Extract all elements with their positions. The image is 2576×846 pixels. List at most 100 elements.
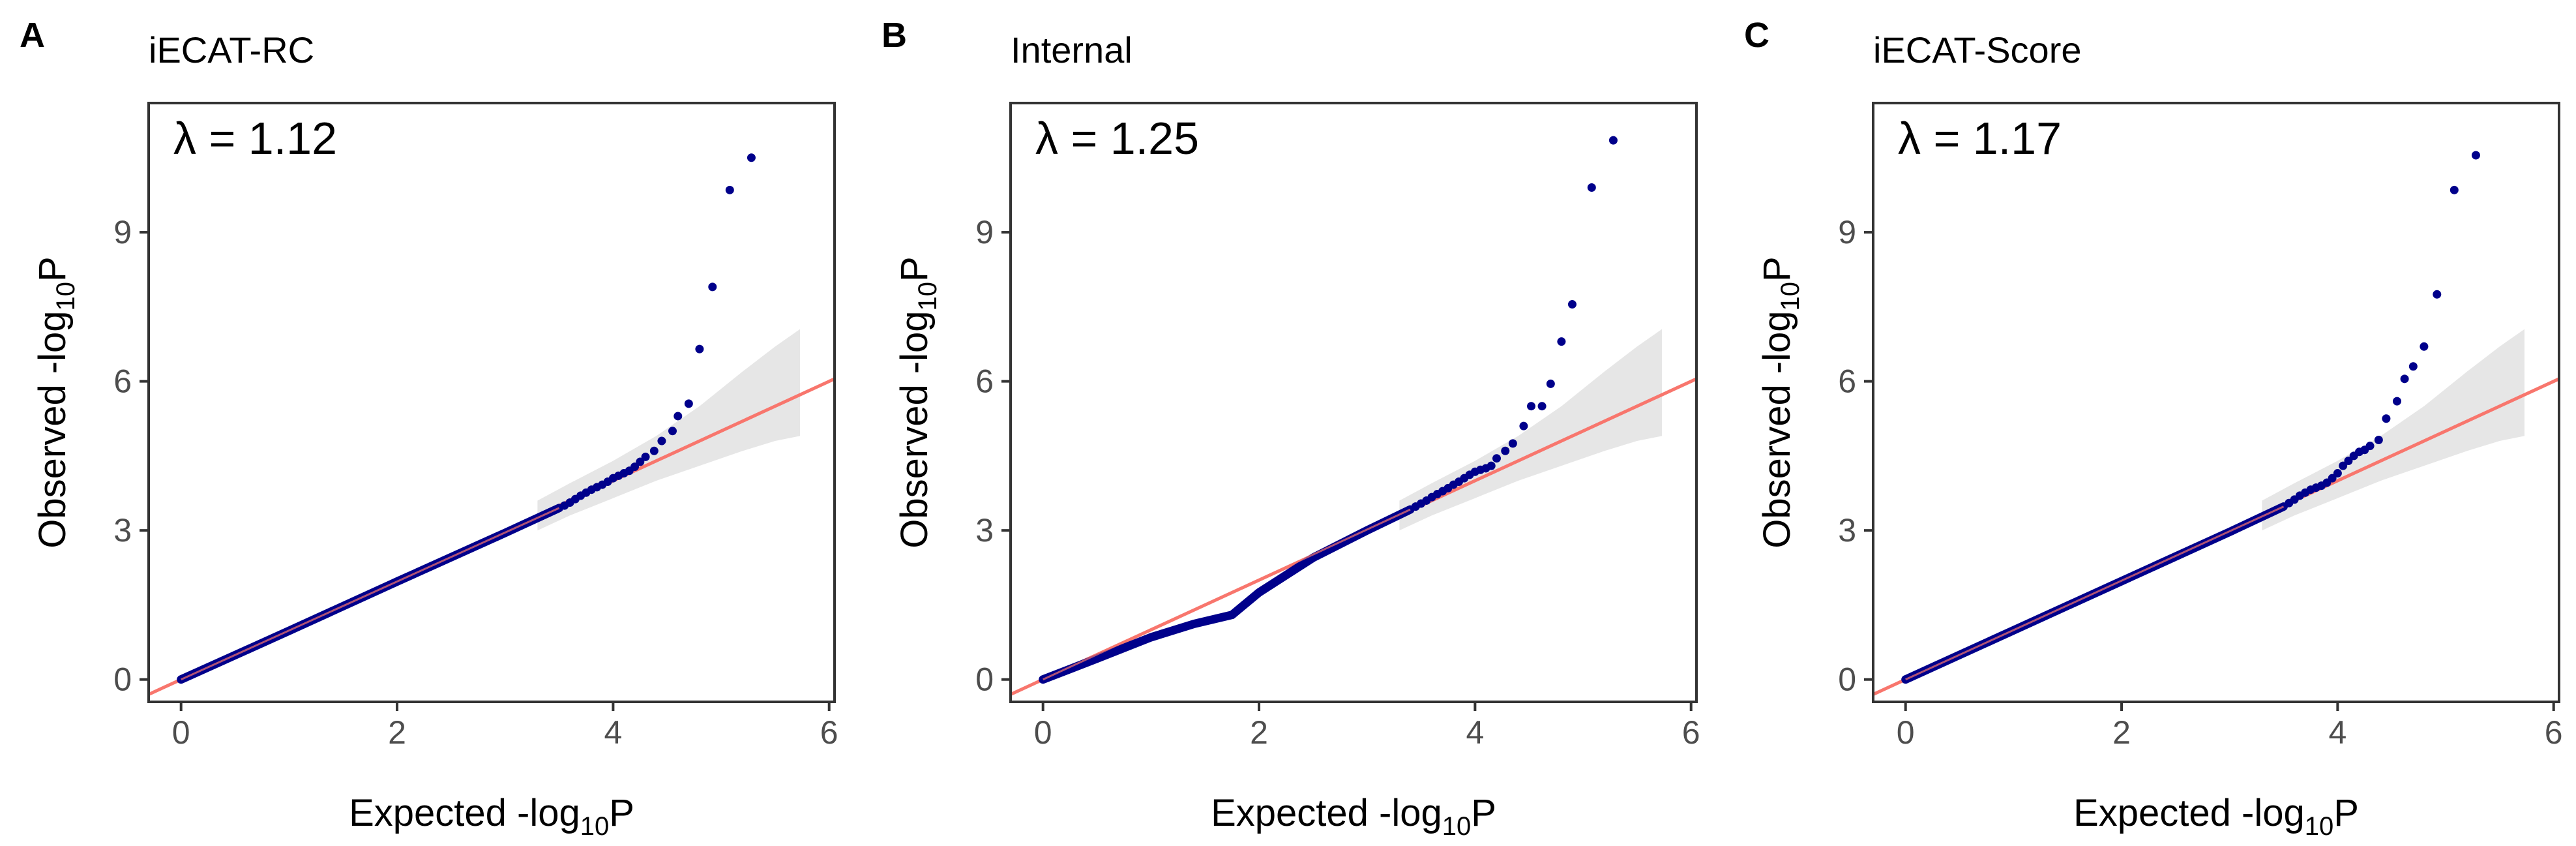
data-point: [1608, 136, 1618, 145]
y-tick-label: 9: [113, 214, 132, 250]
data-point: [2344, 457, 2353, 466]
data-point: [708, 282, 717, 292]
y-tick-label: 0: [113, 661, 132, 698]
x-tick-label: 2: [388, 714, 406, 751]
data-point: [1519, 421, 1528, 431]
x-axis-label: Expected -log10P: [349, 792, 634, 841]
dense-points: [1039, 505, 1415, 684]
data-point: [668, 427, 677, 436]
points-layer: [177, 153, 756, 684]
panel-tag: C: [1744, 16, 1769, 55]
y-tick-label: 3: [113, 512, 132, 549]
y-tick-label: 3: [1838, 512, 1856, 549]
data-point: [747, 153, 756, 162]
data-point: [2433, 290, 2442, 299]
lambda-annotation: λ = 1.12: [173, 113, 337, 164]
x-tick-label: 4: [1466, 714, 1484, 751]
data-point: [1537, 402, 1547, 411]
data-point: [2382, 414, 2391, 423]
y-tick-label: 6: [975, 363, 994, 400]
data-point: [2408, 362, 2418, 371]
data-point: [1487, 461, 1496, 470]
reference-line-overlay: [1905, 506, 2285, 681]
data-point: [2420, 342, 2429, 351]
data-point: [684, 399, 693, 408]
plot-area: λ = 1.17: [1872, 102, 2560, 703]
data-point: [649, 446, 659, 455]
data-point: [674, 412, 683, 421]
points-layer: [1901, 151, 2480, 684]
plot-area: λ = 1.12: [147, 102, 836, 703]
data-point: [2374, 436, 2383, 445]
plot-frame: [147, 102, 836, 703]
panel-a: A iECAT-RC λ = 1.12 0 2 4 6 0 3 6 9 Expected -…: [20, 16, 838, 841]
panel-b: B Internal λ = 1.25 0 2 4 6 0 3 6 9 Expected -…: [881, 16, 1700, 841]
y-axis-ticks: 0 3 6 9: [975, 214, 1011, 698]
x-tick-label: 0: [172, 714, 190, 751]
panel-title: iECAT-RC: [149, 29, 314, 70]
x-tick-label: 6: [820, 714, 838, 751]
x-tick-label: 6: [2545, 714, 2563, 751]
lambda-annotation: λ = 1.25: [1035, 113, 1199, 164]
data-point: [636, 457, 645, 466]
data-point: [2328, 474, 2337, 483]
y-axis-label: Observed -log10P: [893, 256, 942, 548]
panel-c: C iECAT-Score λ = 1.17 0 2 4 6 0 3 6 9 Expecte…: [1744, 16, 2563, 841]
panel-title: iECAT-Score: [1873, 29, 2081, 70]
x-tick-label: 4: [604, 714, 622, 751]
data-point: [2400, 374, 2409, 384]
data-point: [2333, 469, 2342, 478]
points-layer: [1039, 136, 1618, 684]
data-point: [657, 436, 666, 446]
data-point: [1557, 337, 1566, 346]
panel-tag: A: [20, 16, 45, 55]
plot-area: λ = 1.25: [1009, 102, 1698, 703]
y-tick-label: 9: [1838, 214, 1856, 250]
y-axis-label: Observed -log10P: [31, 256, 80, 548]
data-point: [1501, 446, 1510, 455]
data-point: [1527, 402, 1536, 411]
data-point: [2392, 397, 2401, 406]
y-axis-ticks: 0 3 6 9: [113, 214, 149, 698]
lambda-annotation: λ = 1.17: [1898, 113, 2062, 164]
plot-frame: [1872, 102, 2560, 703]
data-point: [1492, 454, 1502, 463]
x-axis-label: Expected -log10P: [1211, 792, 1496, 841]
x-tick-label: 6: [1682, 714, 1700, 751]
y-axis-label: Observed -log10P: [1756, 256, 1805, 548]
x-axis-ticks: 0 2 4 6: [1034, 702, 1700, 751]
x-tick-label: 0: [1034, 714, 1052, 751]
y-tick-label: 9: [975, 214, 994, 250]
x-tick-label: 2: [1250, 714, 1268, 751]
x-tick-label: 0: [1897, 714, 1915, 751]
y-tick-label: 0: [1838, 661, 1856, 698]
data-point: [630, 462, 640, 472]
data-point: [2339, 461, 2348, 470]
x-tick-label: 4: [2328, 714, 2347, 751]
reference-line-overlay: [181, 507, 560, 681]
data-point: [725, 185, 734, 194]
data-point: [2471, 151, 2480, 160]
x-tick-label: 2: [2112, 714, 2131, 751]
data-point: [1587, 183, 1596, 192]
data-point: [2365, 442, 2375, 451]
data-point: [1546, 379, 1555, 388]
data-point: [1567, 300, 1577, 309]
y-tick-label: 0: [975, 661, 994, 698]
x-axis-label: Expected -log10P: [2073, 792, 2359, 841]
plot-frame: [1009, 102, 1698, 703]
x-axis-ticks: 0 2 4 6: [172, 702, 838, 751]
panel-title: Internal: [1011, 29, 1133, 70]
data-point: [1508, 439, 1517, 448]
y-tick-label: 6: [113, 363, 132, 400]
y-tick-label: 6: [1838, 363, 1856, 400]
y-axis-ticks: 0 3 6 9: [1838, 214, 1873, 698]
reference-line-overlay: [1043, 508, 1411, 681]
panel-tag: B: [881, 16, 907, 55]
data-point: [695, 344, 704, 354]
data-point: [641, 452, 650, 461]
y-tick-label: 3: [975, 512, 994, 549]
data-point: [2450, 185, 2459, 194]
x-axis-ticks: 0 2 4 6: [1897, 702, 2563, 751]
